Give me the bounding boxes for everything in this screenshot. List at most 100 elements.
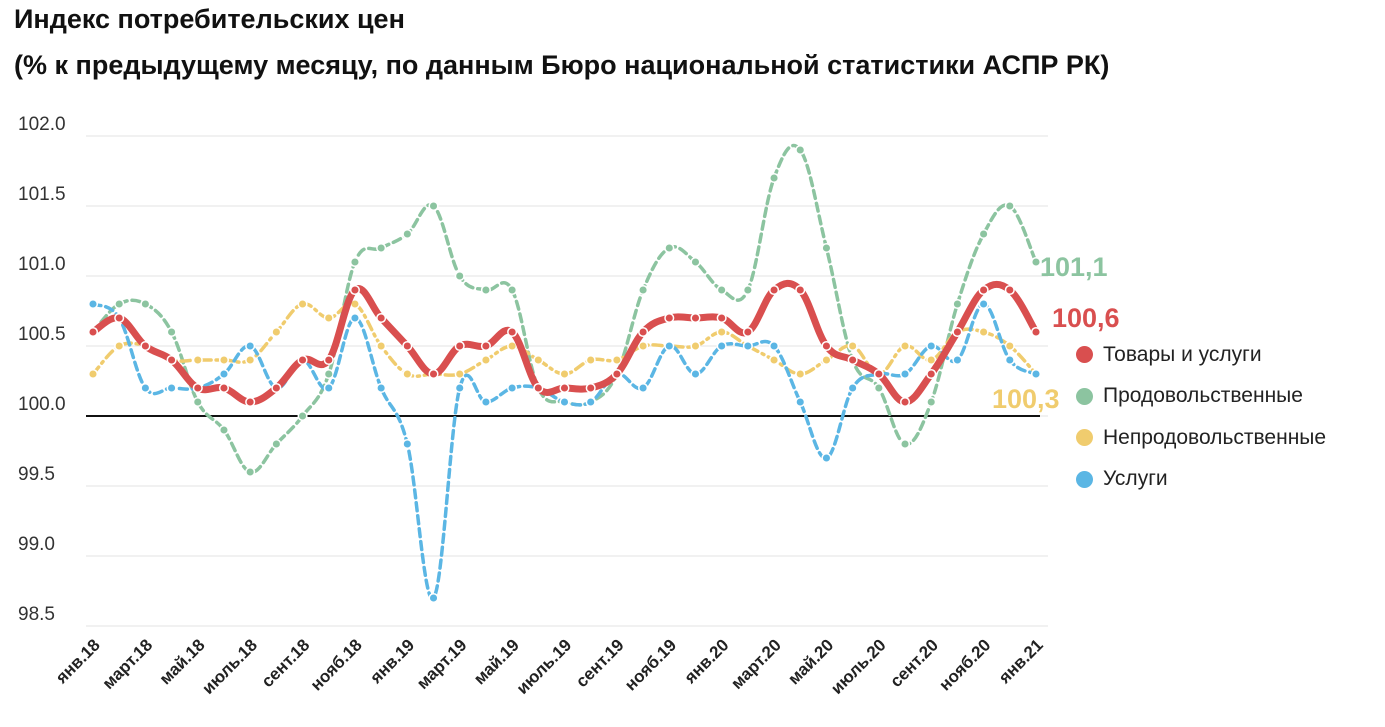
data-point [271,382,282,394]
series-group [87,143,1042,604]
data-point [664,242,675,254]
end-value-label: 100,6 [1052,303,1120,333]
x-tick-label: март.20 [727,635,785,693]
data-point [297,354,308,366]
y-tick-label: 98.5 [18,604,55,625]
x-tick-label: март.19 [413,635,471,693]
data-point [140,340,151,352]
data-point [376,312,387,324]
data-point [926,354,937,366]
data-point [507,284,518,296]
data-point [271,326,282,338]
data-point [323,312,334,324]
data-point [769,354,780,366]
data-point [769,340,780,352]
data-point [847,382,858,394]
data-point [690,340,701,352]
data-point [218,382,230,394]
data-point [454,368,465,380]
data-point [218,354,230,366]
data-point [585,396,596,408]
data-point [192,354,203,366]
data-point [166,382,177,394]
data-point [742,340,753,352]
data-point [376,382,387,394]
chart-title: Индекс потребительских цен [14,4,405,34]
data-point [690,256,701,268]
data-point [978,284,989,296]
data-point [87,326,99,338]
data-point [218,368,230,380]
end-value-label: 100,3 [992,384,1060,414]
x-tick-label: янв.18 [51,635,104,688]
data-point [245,354,256,366]
y-tick-label: 99.0 [18,534,55,555]
data-point [847,354,858,366]
x-tick-label: янв.21 [994,635,1047,688]
series-3 [87,298,1042,604]
data-point [480,354,491,366]
data-point [114,312,125,324]
data-point [402,340,413,352]
data-point [690,312,701,324]
data-point [899,340,911,352]
data-point [638,284,649,296]
x-tick-label: сент.18 [258,635,314,691]
data-point [899,396,911,408]
data-point [559,382,570,394]
legend-item: Продовольственные [1076,376,1326,418]
data-point [978,228,989,240]
data-point [978,326,989,338]
data-point [507,326,518,338]
data-point [821,340,832,352]
data-point [821,354,832,366]
data-point [926,396,937,408]
data-point [454,340,465,352]
x-tick-label: янв.20 [680,635,733,688]
x-tick-label: сент.19 [572,635,628,691]
data-point [1030,256,1042,268]
data-point [166,326,177,338]
data-point [402,438,413,450]
data-point [428,592,439,604]
data-point [140,382,151,394]
data-point [742,284,753,296]
data-point [480,340,491,352]
data-point [349,256,360,268]
chart-subtitle: (% к предыдущему месяцу, по данным Бюро … [14,50,1110,80]
data-point [323,354,334,366]
data-point [664,312,675,324]
data-point [716,340,727,352]
legend-item: Непродовольственные [1076,417,1326,459]
legend-label: Товары и услуги [1103,342,1262,366]
data-point [245,396,256,408]
legend-label: Продовольственные [1103,384,1303,408]
series-line [91,143,1038,474]
data-point [297,298,308,310]
data-point [611,368,622,380]
data-point [716,326,727,338]
data-point [1004,340,1015,352]
data-point [742,326,753,338]
x-tick-label: июль.18 [198,635,261,698]
data-point [899,368,911,380]
data-point [349,312,360,324]
y-axis-ticks: 98.5 99.0 99.5 100.0 100.5 101.0 101.5 102.0 [18,114,66,625]
data-point [952,298,963,310]
data-point [1004,284,1015,296]
data-point [795,368,806,380]
x-tick-label: нояб.20 [935,635,994,694]
x-tick-label: март.18 [99,635,157,693]
data-point [140,298,151,310]
data-point [769,172,780,184]
data-point [821,452,832,464]
data-point [323,368,334,380]
end-value-label: 101,1 [1040,252,1108,282]
x-tick-label: май.20 [784,635,837,688]
data-point [716,312,727,324]
data-point [376,242,387,254]
data-point [454,382,465,394]
data-point [847,340,858,352]
data-point [795,144,806,156]
